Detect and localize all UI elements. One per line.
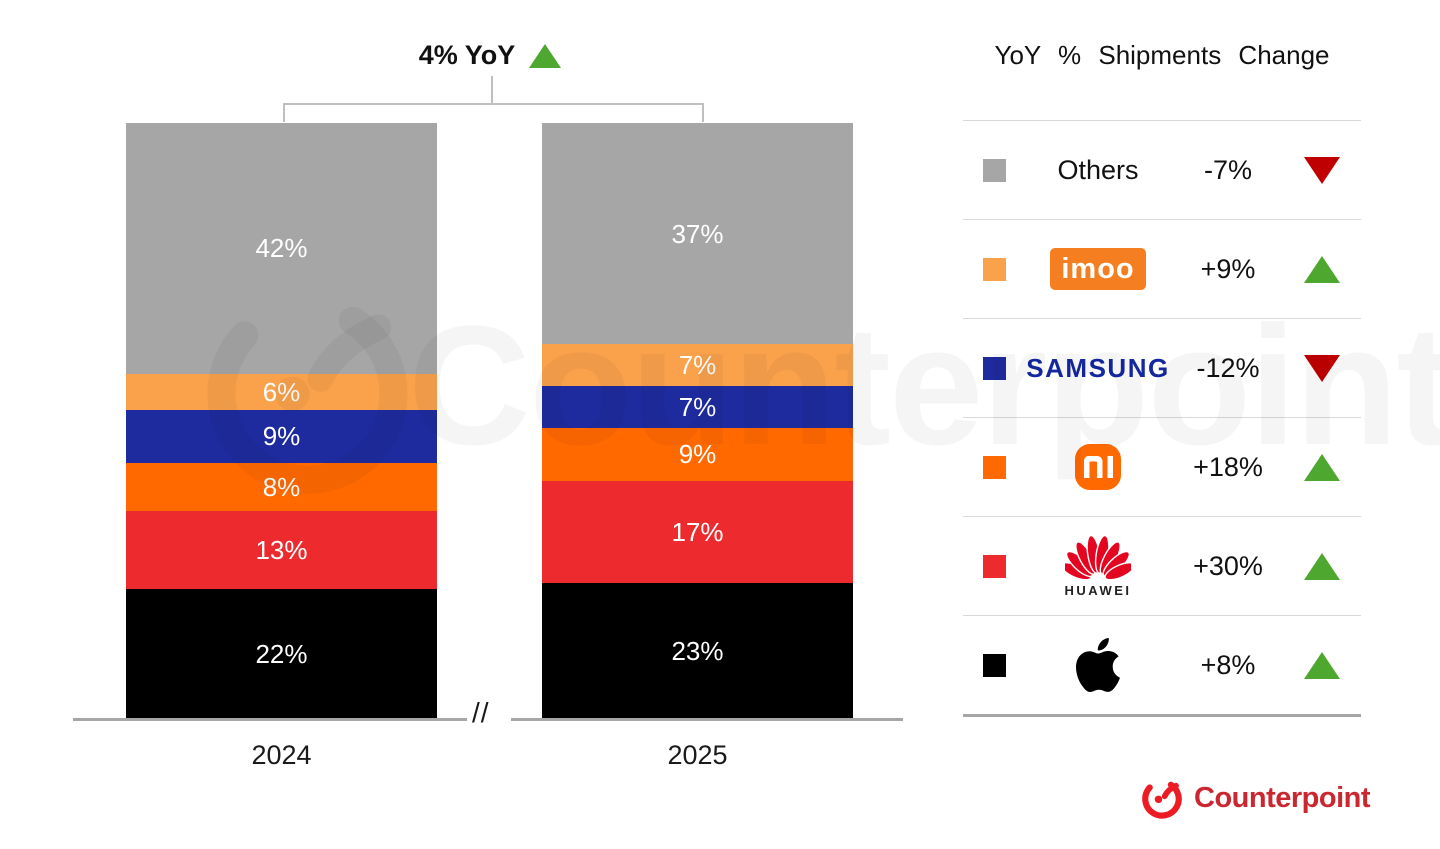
bracket-stem (491, 76, 493, 103)
axis-line-left (73, 718, 467, 721)
apple-change: +8% (1200, 649, 1256, 680)
counterpoint-wordmark: Counterpoint (1194, 781, 1371, 814)
xiaomi-swatch (983, 455, 1006, 479)
legend-row-apple: +8% (963, 616, 1361, 717)
bar-segment-label: 9% (262, 421, 301, 452)
huawei-change: +30% (1193, 550, 1263, 581)
bar-segment-label: 37% (671, 218, 724, 249)
x-label-2025: 2025 (667, 740, 728, 770)
samsung-logo: SAMSUNG (1026, 352, 1170, 383)
bar-segment-2025-huawei: 17% (542, 481, 853, 583)
legend-row-samsung: SAMSUNG -12% (963, 319, 1361, 418)
down-triangle-icon (1304, 354, 1340, 382)
bar-segment-label: 7% (678, 391, 717, 422)
up-triangle-icon (1304, 255, 1340, 283)
apple-logo (1076, 638, 1120, 692)
legend-row-others: Others -7% (963, 121, 1361, 220)
legend-row-huawei: HUAWEI +30% (963, 517, 1361, 616)
bar-segment-2024-imoo: 6% (126, 373, 437, 410)
bar-segment-label: 17% (671, 516, 724, 547)
chart-title-label: 4% YoY (418, 40, 516, 70)
bracket-drop-left (283, 103, 285, 122)
bar-segment-2024-huawei: 13% (126, 511, 437, 589)
up-triangle-icon (1304, 651, 1340, 679)
imoo-swatch (983, 257, 1006, 281)
bar-segment-2024-samsung: 9% (126, 409, 437, 464)
up-triangle-icon (529, 43, 562, 68)
imoo-change: +9% (1200, 253, 1256, 284)
bar-segment-label: 22% (255, 639, 308, 670)
bar-segment-2025-others: 37% (542, 123, 853, 344)
huawei-flower-logo (1065, 534, 1131, 580)
apple-swatch (983, 653, 1006, 677)
others-change: -7% (1203, 154, 1252, 185)
bracket-line (283, 103, 703, 105)
legend-row-imoo: imoo +9% (963, 220, 1361, 319)
counterpoint-logo-icon (1142, 779, 1182, 819)
bar-segment-2025-xiaomi: 9% (542, 427, 853, 482)
down-triangle-icon (1304, 156, 1340, 184)
samsung-change: -12% (1196, 352, 1260, 383)
xiaomi-change: +18% (1193, 451, 1263, 482)
axis-break-mark: // (472, 697, 490, 728)
counterpoint-logo: Counterpoint (1140, 776, 1371, 820)
bar-segment-2025-samsung: 7% (542, 385, 853, 428)
legend-header: YoY % Shipments Change (994, 40, 1330, 70)
bar-segment-label: 7% (678, 349, 717, 380)
huawei-wordmark: HUAWEI (1064, 582, 1132, 598)
axis-line-right (511, 718, 903, 721)
bracket-drop-right (702, 103, 704, 122)
bar-segment-label: 13% (255, 534, 308, 565)
bar-segment-label: 6% (262, 376, 301, 407)
samsung-swatch (983, 356, 1006, 380)
bar-segment-2024-xiaomi: 8% (126, 463, 437, 512)
huawei-swatch (983, 554, 1006, 578)
bar-segment-label: 8% (262, 472, 301, 503)
up-triangle-icon (1304, 453, 1340, 481)
bar-segment-2025-imoo: 7% (542, 343, 853, 386)
legend-header-wrap: YoY % Shipments Change (963, 40, 1361, 71)
xiaomi-mi-logo (1075, 444, 1121, 490)
bar-segment-label: 42% (255, 233, 308, 264)
bar-segment-2024-others: 42% (126, 123, 437, 374)
up-triangle-icon (1304, 552, 1340, 580)
legend-table: Others -7% imoo +9% SAMSUNG -12% +18% (963, 120, 1361, 717)
bar-2024: 22% 13% 8% 9% 6% 42% (126, 123, 437, 720)
bar-segment-2024-apple: 22% (126, 588, 437, 720)
others-label: Others (1057, 154, 1139, 185)
chart-title: 4% YoY (0, 40, 980, 71)
bar-2025: 23% 17% 9% 7% 7% 37% (542, 123, 853, 720)
bar-segment-label: 23% (671, 636, 724, 667)
bar-segment-2025-apple: 23% (542, 582, 853, 720)
bar-segment-label: 9% (678, 439, 717, 470)
x-label-2024: 2024 (251, 740, 312, 770)
others-swatch (983, 158, 1006, 182)
legend-row-xiaomi: +18% (963, 418, 1361, 517)
imoo-logo: imoo (1050, 248, 1146, 290)
